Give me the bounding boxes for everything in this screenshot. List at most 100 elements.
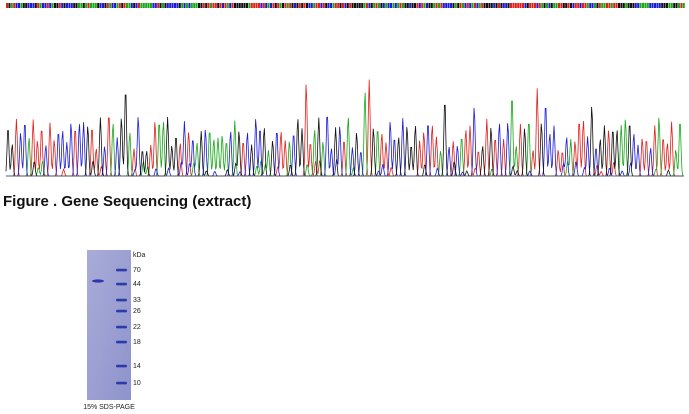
base-call — [469, 3, 472, 8]
base-call — [94, 3, 97, 8]
base-call — [231, 3, 234, 8]
base-call — [594, 3, 596, 8]
base-call — [205, 3, 208, 8]
base-call — [176, 3, 179, 8]
base-call — [78, 3, 80, 8]
base-call — [428, 3, 431, 8]
base-call — [315, 3, 318, 8]
base-call — [627, 3, 630, 8]
base-call — [243, 3, 246, 8]
base-call — [260, 3, 263, 8]
base-call — [202, 3, 205, 8]
base-call — [478, 3, 481, 8]
base-call — [214, 3, 217, 8]
base-call — [39, 3, 42, 8]
base-call — [318, 3, 320, 8]
base-call — [421, 3, 424, 8]
base-call — [99, 3, 102, 8]
base-call — [188, 3, 191, 8]
base-call — [382, 3, 385, 8]
base-call — [193, 3, 196, 8]
base-call — [560, 3, 563, 8]
base-call — [282, 3, 284, 8]
base-call — [253, 3, 256, 8]
base-call — [42, 3, 44, 8]
base-call — [471, 3, 474, 8]
base-call — [200, 3, 203, 8]
base-call — [502, 3, 505, 8]
base-call — [49, 3, 52, 8]
base-call — [517, 3, 520, 8]
base-call — [550, 3, 553, 8]
base-call — [255, 3, 258, 8]
base-call — [466, 3, 469, 8]
base-call — [541, 3, 544, 8]
base-call — [572, 3, 575, 8]
base-call — [618, 3, 620, 8]
base-call — [440, 3, 443, 8]
base-call — [164, 3, 167, 8]
base-call — [644, 3, 647, 8]
base-call — [154, 3, 157, 8]
gel-image — [87, 250, 131, 400]
base-call — [346, 3, 349, 8]
base-call — [262, 3, 265, 8]
base-call — [615, 3, 618, 8]
base-call — [414, 3, 416, 8]
base-call — [675, 3, 678, 8]
base-call — [34, 3, 37, 8]
base-call — [474, 3, 476, 8]
base-call — [75, 3, 78, 8]
base-call — [656, 3, 659, 8]
base-call — [404, 3, 407, 8]
base-call — [620, 3, 623, 8]
ladder-band — [116, 325, 127, 329]
base-call — [286, 3, 289, 8]
base-call — [130, 3, 133, 8]
base-call — [339, 3, 342, 8]
base-call — [322, 3, 325, 8]
base-call — [668, 3, 671, 8]
base-call — [212, 3, 215, 8]
base-call — [387, 3, 390, 8]
base-call — [61, 3, 64, 8]
base-call — [526, 3, 529, 8]
base-call — [589, 3, 592, 8]
base-call — [308, 3, 311, 8]
base-call — [279, 3, 282, 8]
base-call — [488, 3, 491, 8]
base-call — [310, 3, 313, 8]
base-call — [6, 3, 8, 8]
base-call — [642, 3, 644, 8]
base-call — [483, 3, 486, 8]
base-call — [462, 3, 464, 8]
base-call — [147, 3, 150, 8]
base-call — [25, 3, 28, 8]
base-call — [531, 3, 534, 8]
base-call — [159, 3, 162, 8]
base-call — [536, 3, 539, 8]
base-call — [522, 3, 524, 8]
base-call — [438, 3, 440, 8]
base-call — [368, 3, 371, 8]
chromatogram — [5, 3, 685, 177]
base-call — [608, 3, 611, 8]
base-call — [598, 3, 601, 8]
base-call — [46, 3, 49, 8]
base-call — [22, 3, 25, 8]
base-call — [56, 3, 59, 8]
sample-band — [92, 279, 104, 283]
base-call — [344, 3, 347, 8]
base-call — [519, 3, 522, 8]
base-call — [97, 3, 100, 8]
base-call — [229, 3, 232, 8]
base-call — [351, 3, 354, 8]
base-call — [380, 3, 383, 8]
base-call — [238, 3, 241, 8]
base-call — [190, 3, 193, 8]
base-call — [186, 3, 188, 8]
base-call — [171, 3, 174, 8]
base-call — [234, 3, 236, 8]
base-call — [133, 3, 136, 8]
base-call — [603, 3, 606, 8]
